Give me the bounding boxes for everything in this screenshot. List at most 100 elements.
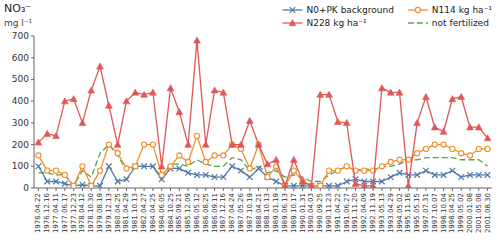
x-tick-label: 1977.12.23 (70, 193, 78, 233)
point (80, 164, 85, 169)
point (105, 102, 112, 108)
y-tick-label: 600 (12, 53, 29, 63)
x-tick (346, 188, 347, 191)
x-tick-label: 1977.06.17 (61, 193, 69, 233)
point (335, 183, 341, 188)
point (53, 168, 58, 173)
point (256, 166, 262, 172)
point (476, 146, 481, 151)
x-tick-label: 1991.04.22 (334, 193, 342, 233)
legend-label: N228 kg ha⁻¹ (306, 18, 367, 28)
x-tick-label: 1998.04.25 (448, 193, 456, 233)
point (185, 141, 192, 147)
legend-entry: N0+PK background (282, 5, 393, 15)
legend-entry: not fertilized (408, 18, 489, 28)
x-tick (240, 188, 241, 191)
x-tick-label: 1984.10.25 (167, 193, 175, 233)
x-tick-label: 1976.12.16 (43, 192, 51, 233)
point (194, 37, 201, 43)
point (362, 168, 367, 173)
y-tick-label: 100 (12, 161, 29, 171)
point (300, 179, 305, 184)
y-tick (31, 144, 34, 145)
point (238, 168, 244, 174)
point (432, 142, 437, 147)
point (309, 183, 315, 188)
point (71, 183, 77, 188)
y-tick (31, 122, 34, 123)
x-tick-label: 1998.10.04 (440, 192, 448, 233)
point (318, 183, 323, 188)
x-tick (144, 188, 145, 191)
x-tick-label: 1985.12.09 (184, 193, 192, 233)
x-tick-label: 1990.11.23 (325, 193, 333, 233)
legend-label: N114 kg ha⁻¹ (432, 5, 493, 15)
point (379, 164, 384, 169)
x-tick-label: 1981.10.13 (131, 193, 139, 233)
y-tick-label: 0 (23, 183, 29, 193)
point (133, 164, 138, 169)
x-tick-label: 1986.05.12 (193, 193, 201, 233)
x-tick-label: 1989.10.17 (290, 193, 298, 233)
legend-marker (289, 20, 296, 26)
x-tick (170, 188, 171, 191)
point (299, 178, 306, 184)
legend-swatch (408, 22, 428, 23)
x-tick (223, 188, 224, 191)
x-tick-label: 1987.10.19 (246, 193, 254, 233)
point (370, 182, 377, 188)
point (282, 183, 287, 188)
point (211, 87, 218, 93)
point (132, 163, 138, 169)
point (115, 179, 121, 185)
x-tick (452, 188, 453, 191)
point (397, 170, 403, 176)
x-tick-label: 1990.01.31 (299, 193, 307, 233)
point (309, 183, 314, 188)
x-tick (126, 188, 127, 191)
x-tick (399, 188, 400, 191)
y-tick-label: 500 (12, 74, 29, 84)
x-tick-label: 1997.07.31 (422, 193, 430, 233)
point (53, 179, 59, 185)
title: NO₃⁻ (4, 2, 31, 15)
x-tick (302, 188, 303, 191)
point (35, 139, 42, 145)
x-tick-label: 1992.04.09 (360, 193, 368, 233)
y-axis-line (34, 36, 35, 188)
point (238, 141, 245, 147)
y-tick (31, 101, 34, 102)
y-tick (31, 36, 34, 37)
x-tick (108, 188, 109, 191)
point (44, 130, 51, 136)
point (194, 133, 199, 138)
x-tick-label: 1984.06.05 (158, 193, 166, 233)
x-tick (337, 188, 338, 191)
x-tick (73, 188, 74, 191)
point (405, 182, 412, 188)
point (414, 119, 421, 125)
point (485, 146, 490, 151)
x-tick-label: 1978.04.12 (78, 193, 86, 233)
point (44, 179, 50, 185)
point (141, 163, 147, 169)
x-tick (417, 188, 418, 191)
x-tick (214, 188, 215, 191)
subtitle: mg l⁻¹ (4, 18, 33, 28)
point (106, 142, 111, 147)
x-tick (390, 188, 391, 191)
point (89, 183, 94, 188)
point (388, 159, 393, 164)
x-tick (276, 188, 277, 191)
point (485, 172, 491, 178)
point (458, 93, 465, 99)
x-tick-label: 1988.04.21 (255, 193, 263, 233)
x-tick (205, 188, 206, 191)
x-tick (478, 188, 479, 191)
point (273, 156, 280, 162)
legend-entry: N228 kg ha⁻¹ (282, 18, 367, 28)
x-tick-label: 1978.10.30 (87, 193, 95, 233)
x-tick (179, 188, 180, 191)
point (212, 153, 217, 158)
x-tick-label: 1980.04.25 (114, 193, 122, 233)
